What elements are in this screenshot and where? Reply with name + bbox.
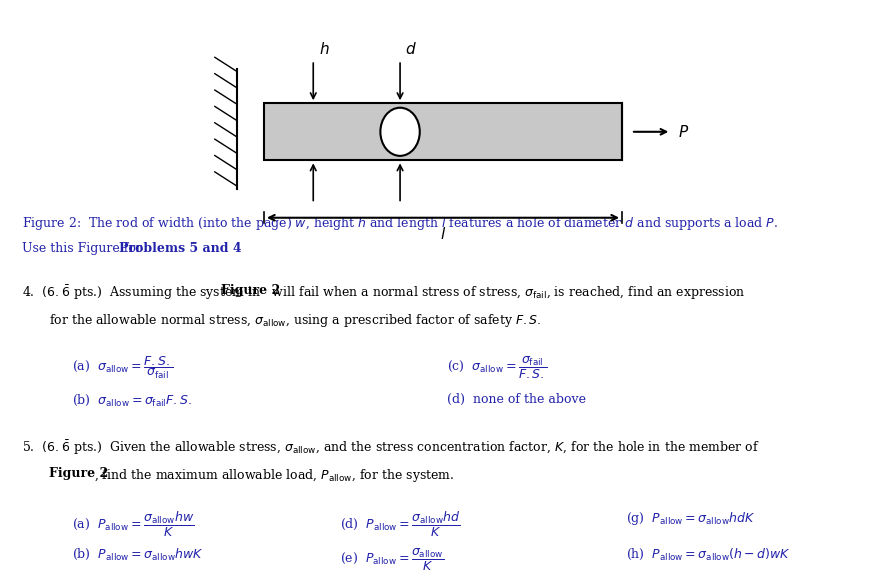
Text: Use this Figure for: Use this Figure for xyxy=(22,242,146,256)
Text: (a)  $\sigma_{\rm allow} = \dfrac{F.S.}{\sigma_{\rm fail}}$: (a) $\sigma_{\rm allow} = \dfrac{F.S.}{\… xyxy=(72,355,173,381)
Text: (e)  $P_{\rm allow} = \dfrac{\sigma_{\rm allow}}{K}$: (e) $P_{\rm allow} = \dfrac{\sigma_{\rm … xyxy=(340,547,443,573)
Text: (d)  none of the above: (d) none of the above xyxy=(447,393,586,406)
Text: Figure 2: Figure 2 xyxy=(221,284,280,297)
Text: will fail when a normal stress of stress, $\sigma_{\rm fail}$, is reached, find : will fail when a normal stress of stress… xyxy=(267,284,745,301)
Text: (h)  $P_{\rm allow} = \sigma_{\rm allow}(h - d)wK$: (h) $P_{\rm allow} = \sigma_{\rm allow}(… xyxy=(626,547,790,563)
Text: $d$: $d$ xyxy=(404,41,416,57)
Text: (a)  $P_{\rm allow} = \dfrac{\sigma_{\rm allow} hw}{K}$: (a) $P_{\rm allow} = \dfrac{\sigma_{\rm … xyxy=(72,510,194,539)
Text: for the allowable normal stress, $\sigma_{\rm allow}$, using a prescribed factor: for the allowable normal stress, $\sigma… xyxy=(49,312,541,329)
Text: $h$: $h$ xyxy=(318,41,329,57)
Text: (g)  $P_{\rm allow} = \sigma_{\rm allow} hdK$: (g) $P_{\rm allow} = \sigma_{\rm allow} … xyxy=(626,510,755,527)
Text: (b)  $\sigma_{\rm allow} = \sigma_{\rm fail} F.S.$: (b) $\sigma_{\rm allow} = \sigma_{\rm fa… xyxy=(72,393,191,408)
Text: , find the maximum allowable load, $P_{\rm allow}$, for the system.: , find the maximum allowable load, $P_{\… xyxy=(94,467,454,484)
Ellipse shape xyxy=(380,108,419,156)
Text: (c)  $\sigma_{\rm allow} = \dfrac{\sigma_{\rm fail}}{F.S.}$: (c) $\sigma_{\rm allow} = \dfrac{\sigma_… xyxy=(447,355,548,381)
Text: 4.  $(6.\bar{6}$ pts.)  Assuming the system in: 4. $(6.\bar{6}$ pts.) Assuming the syste… xyxy=(22,284,262,302)
Bar xyxy=(264,103,621,160)
Text: Figure 2:  The rod of width (into the page) $w$, height $h$ and length $l$ featu: Figure 2: The rod of width (into the pag… xyxy=(22,215,778,232)
Text: Problems 5 and 4: Problems 5 and 4 xyxy=(119,242,241,256)
Text: $P$: $P$ xyxy=(678,124,688,140)
Text: 5.  $(6.\bar{6}$ pts.)  Given the allowable stress, $\sigma_{\rm allow}$, and th: 5. $(6.\bar{6}$ pts.) Given the allowabl… xyxy=(22,438,759,457)
Text: .: . xyxy=(207,242,210,256)
Text: Figure 2: Figure 2 xyxy=(49,467,108,480)
Text: $l$: $l$ xyxy=(440,226,445,242)
Text: (d)  $P_{\rm allow} = \dfrac{\sigma_{\rm allow} hd}{K}$: (d) $P_{\rm allow} = \dfrac{\sigma_{\rm … xyxy=(340,510,460,539)
Text: (b)  $P_{\rm allow} = \sigma_{\rm allow} hwK$: (b) $P_{\rm allow} = \sigma_{\rm allow} … xyxy=(72,547,203,563)
